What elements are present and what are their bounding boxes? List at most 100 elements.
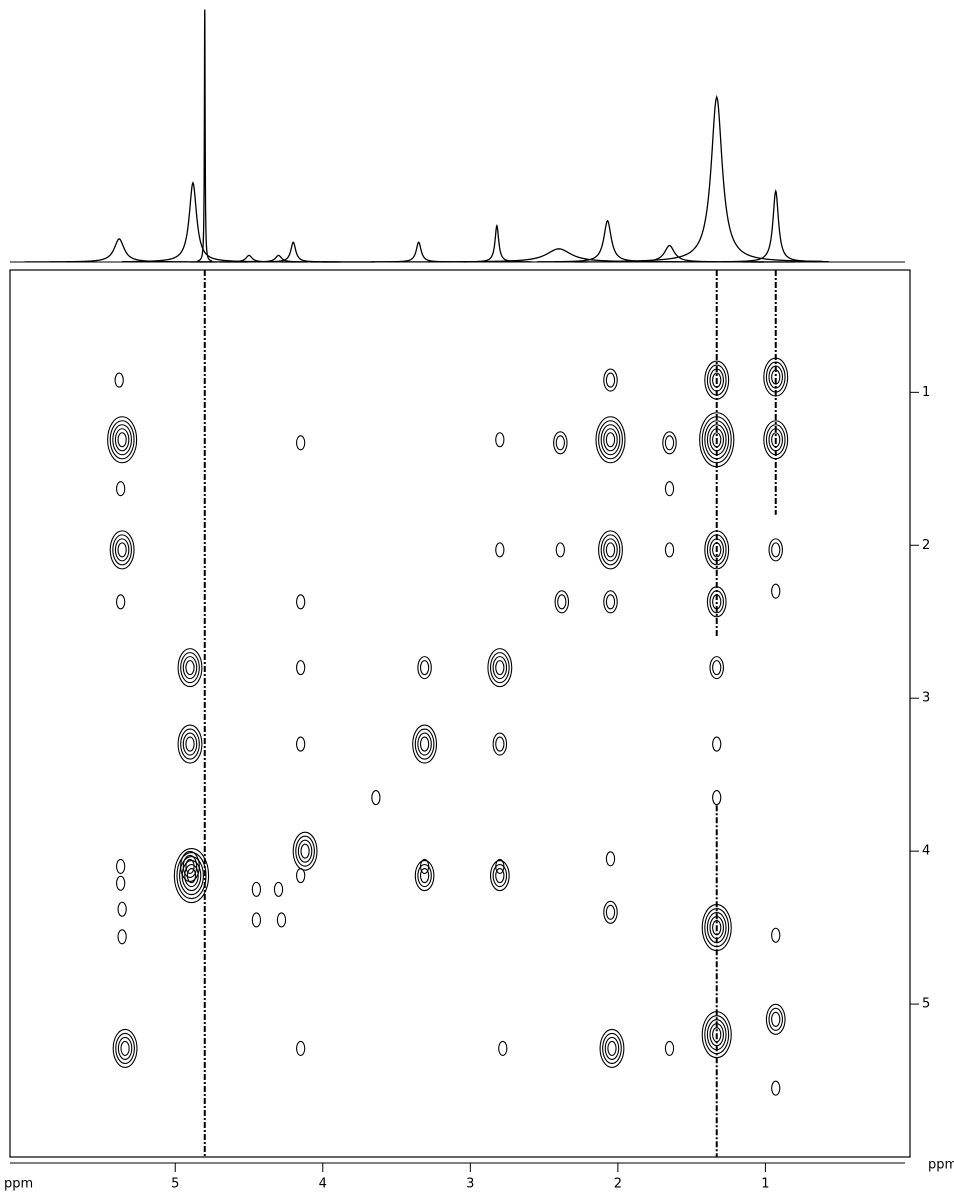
cross-peak	[600, 1029, 624, 1067]
cross-peak	[178, 649, 202, 687]
contour-ring	[277, 913, 285, 927]
cross-peak	[372, 791, 380, 805]
contour-ring	[488, 649, 512, 687]
cross-peak	[418, 657, 431, 679]
cross-peak	[596, 417, 625, 463]
cross-peak	[297, 1041, 305, 1055]
contour-ring	[665, 543, 673, 557]
projection-peak	[371, 242, 465, 262]
contour-ring	[554, 432, 567, 454]
contour-ring	[772, 543, 780, 557]
x-axis-label: ppm	[4, 1177, 33, 1192]
contour-ring	[413, 725, 437, 763]
contour-ring	[420, 737, 428, 751]
contour-ring	[772, 1081, 780, 1095]
cross-peak	[108, 417, 137, 463]
contour-ring	[769, 1008, 782, 1030]
contour-ring	[496, 661, 504, 675]
cross-peak	[665, 482, 673, 496]
projection-peak	[575, 246, 764, 262]
cross-peak	[297, 661, 305, 675]
contour-ring	[772, 1012, 780, 1026]
cross-peak	[556, 543, 564, 557]
contour-ring	[297, 595, 305, 609]
contour-ring	[604, 901, 617, 923]
contour-ring	[118, 902, 126, 916]
contour-ring	[186, 737, 194, 751]
contour-ring	[604, 369, 617, 391]
cross-peak	[604, 901, 617, 923]
contour-ring	[121, 1041, 129, 1055]
cross-peak	[113, 1029, 137, 1067]
contour-ring	[665, 1041, 673, 1055]
contour-ring	[418, 733, 431, 755]
contour-ring	[186, 661, 194, 675]
cross-peak	[710, 657, 723, 679]
cross-peak	[118, 902, 126, 916]
contour-ring	[118, 543, 126, 557]
contour-ring	[496, 543, 504, 557]
contour-ring	[117, 482, 125, 496]
contour-ring	[115, 429, 128, 451]
contour-ring	[297, 737, 305, 751]
cross-peak	[604, 369, 617, 391]
contour-ring	[599, 421, 623, 459]
contour-ring	[496, 737, 504, 751]
contour-ring	[117, 876, 125, 890]
cross-peak	[491, 861, 510, 891]
cross-peak	[297, 436, 305, 450]
contour-ring	[183, 657, 196, 679]
contour-ring	[183, 733, 196, 755]
contour-ring	[420, 661, 428, 675]
contour-ring	[110, 531, 134, 569]
contour-ring	[118, 930, 126, 944]
cross-peak	[118, 930, 126, 944]
contour-ring	[493, 865, 506, 887]
contour-ring	[713, 661, 721, 675]
cross-peak	[772, 1081, 780, 1095]
projection-peak	[723, 191, 829, 262]
x-tick-label: 4	[319, 1177, 327, 1192]
cross-peak	[413, 725, 437, 763]
contour-ring	[604, 429, 617, 451]
nmr-spectrum: ppm ppm 5432112345	[0, 0, 954, 1194]
contour-ring	[606, 433, 614, 447]
cross-peak	[115, 373, 123, 387]
cross-peak	[493, 733, 506, 755]
cross-peak	[110, 531, 134, 569]
cross-peak	[499, 1041, 507, 1055]
cross-peak	[117, 482, 125, 496]
cross-peak	[117, 595, 125, 609]
contour-ring	[418, 865, 431, 887]
contour-ring	[499, 1041, 507, 1055]
cross-peak	[297, 737, 305, 751]
cross-peak	[252, 882, 260, 896]
contour-ring	[297, 436, 305, 450]
contour-ring	[604, 539, 617, 561]
contour-ring	[420, 869, 428, 883]
y-axis-label: ppm	[928, 1158, 954, 1173]
contour-ring	[556, 436, 564, 450]
y-tick-label: 5	[922, 997, 930, 1012]
contour-ring	[606, 595, 614, 609]
contour-ring	[605, 1037, 618, 1059]
cross-peak	[769, 539, 782, 561]
contour-ring	[555, 591, 568, 613]
contour-ring	[606, 373, 614, 387]
y-tick-label: 2	[922, 538, 930, 553]
contour-ring	[710, 657, 723, 679]
projection-peak	[537, 221, 679, 262]
contour-ring	[118, 433, 126, 447]
cross-peak	[707, 587, 726, 617]
contour-ring	[665, 482, 673, 496]
contour-ring	[252, 882, 260, 896]
contour-ring	[600, 1029, 624, 1067]
contour-ring	[274, 882, 282, 896]
cross-peak	[117, 859, 125, 873]
x-tick-label: 3	[466, 1177, 474, 1192]
cross-peak	[297, 869, 305, 883]
cross-peak	[555, 591, 568, 613]
cross-peak	[772, 928, 780, 942]
cross-peak	[599, 531, 623, 569]
cross-peak	[415, 861, 434, 891]
